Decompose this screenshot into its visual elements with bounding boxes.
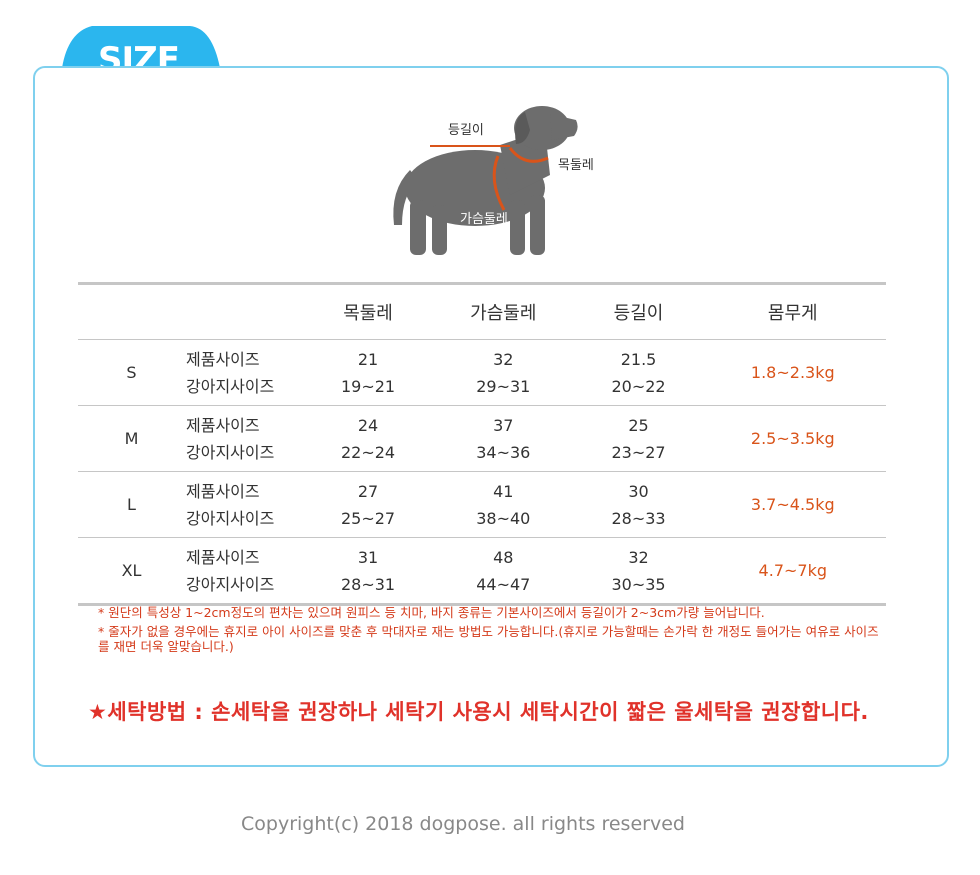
header-size bbox=[78, 282, 185, 340]
chest-dog-value: 44~47 bbox=[476, 574, 531, 594]
header-chest: 가슴둘레 bbox=[429, 282, 578, 340]
note-fabric: * 원단의 특성상 1~2cm정도의 편차는 있으며 원피스 등 치마, 바지 … bbox=[98, 605, 765, 620]
chest-cell: 41 38~40 bbox=[429, 471, 578, 538]
chest-dog-value: 29~31 bbox=[476, 376, 531, 396]
neck-dog-value: 22~24 bbox=[340, 442, 396, 462]
product-size-label: 제품사이즈 bbox=[186, 547, 260, 567]
product-size-label: 제품사이즈 bbox=[186, 415, 260, 435]
dog-silhouette-icon bbox=[393, 106, 578, 255]
neck-product-value: 31 bbox=[357, 547, 379, 567]
neck-cell: 24 22~24 bbox=[307, 405, 430, 472]
size-tab: SIZE bbox=[62, 18, 222, 80]
dog-size-label: 강아지사이즈 bbox=[186, 508, 275, 528]
neck-cell: 31 28~31 bbox=[307, 537, 430, 606]
back-product-value: 30 bbox=[628, 481, 649, 501]
back-product-value: 25 bbox=[628, 415, 649, 435]
weight-cell: 4.7~7kg bbox=[699, 537, 886, 606]
size-label: L bbox=[78, 471, 185, 538]
neck-dog-value: 25~27 bbox=[340, 508, 396, 528]
dog-size-label: 강아지사이즈 bbox=[186, 376, 275, 396]
product-size-label: 제품사이즈 bbox=[186, 481, 260, 501]
weight-cell: 2.5~3.5kg bbox=[699, 405, 886, 472]
dog-size-label: 강아지사이즈 bbox=[186, 442, 275, 462]
neck-dog-value: 19~21 bbox=[340, 376, 396, 396]
chest-dog-value: 34~36 bbox=[476, 442, 531, 462]
back-cell: 25 23~27 bbox=[577, 405, 700, 472]
header-weight: 몸무게 bbox=[699, 282, 886, 340]
header-kind bbox=[185, 282, 307, 340]
label-neck: 목둘레 bbox=[558, 158, 594, 173]
neck-product-value: 21 bbox=[357, 349, 379, 369]
dog-size-label: 강아지사이즈 bbox=[186, 574, 275, 594]
dog-diagram: 등길이 목둘레 가슴둘레 bbox=[380, 100, 610, 265]
table-row: S 제품사이즈 강아지사이즈 21 19~21 32 29~31 21.5 20~22 … bbox=[78, 339, 886, 406]
chest-product-value: 32 bbox=[493, 349, 514, 369]
back-cell: 32 30~35 bbox=[577, 537, 700, 606]
chest-cell: 37 34~36 bbox=[429, 405, 578, 472]
neck-product-value: 24 bbox=[357, 415, 379, 435]
neck-dog-value: 28~31 bbox=[340, 574, 396, 594]
note-measure: * 줄자가 없을 경우에는 휴지로 아이 사이즈를 맞춘 후 막대자로 재는 방… bbox=[98, 624, 879, 654]
neck-product-value: 27 bbox=[357, 481, 379, 501]
table-header-row: 목둘레 가슴둘레 등길이 몸무게 bbox=[78, 282, 886, 340]
washing-instructions: ★세탁방법 : 손세탁을 권장하나 세탁기 사용시 세탁시간이 짧은 울세탁을 … bbox=[88, 700, 869, 724]
copyright-footer: Copyright(c) 2018 dogpose. all rights re… bbox=[0, 813, 980, 835]
back-dog-value: 30~35 bbox=[611, 574, 666, 594]
chest-product-value: 37 bbox=[493, 415, 514, 435]
neck-cell: 21 19~21 bbox=[307, 339, 430, 406]
copyright-text: Copyright(c) 2018 dogpose. all rights re… bbox=[241, 813, 685, 835]
label-back-length: 등길이 bbox=[448, 123, 484, 138]
notes: * 원단의 특성상 1~2cm정도의 편차는 있으며 원피스 등 치마, 바지 … bbox=[98, 605, 888, 658]
chest-dog-value: 38~40 bbox=[476, 508, 531, 528]
weight-cell: 3.7~4.5kg bbox=[699, 471, 886, 538]
size-label: S bbox=[78, 339, 185, 406]
back-dog-value: 28~33 bbox=[611, 508, 666, 528]
chest-cell: 48 44~47 bbox=[429, 537, 578, 606]
chest-cell: 32 29~31 bbox=[429, 339, 578, 406]
product-size-label: 제품사이즈 bbox=[186, 349, 260, 369]
back-cell: 21.5 20~22 bbox=[577, 339, 700, 406]
label-chest: 가슴둘레 bbox=[460, 212, 508, 227]
size-label: XL bbox=[78, 537, 185, 606]
chest-product-value: 41 bbox=[493, 481, 514, 501]
back-dog-value: 23~27 bbox=[611, 442, 666, 462]
back-product-value: 21.5 bbox=[620, 349, 657, 369]
chest-product-value: 48 bbox=[493, 547, 514, 567]
size-table: 목둘레 가슴둘레 등길이 몸무게 S 제품사이즈 강아지사이즈 21 19~21 3… bbox=[78, 282, 886, 606]
weight-cell: 1.8~2.3kg bbox=[699, 339, 886, 406]
header-back: 등길이 bbox=[577, 282, 700, 340]
size-tab-shape bbox=[62, 26, 220, 68]
header-neck: 목둘레 bbox=[307, 282, 430, 340]
size-label: M bbox=[78, 405, 185, 472]
neck-cell: 27 25~27 bbox=[307, 471, 430, 538]
back-cell: 30 28~33 bbox=[577, 471, 700, 538]
back-dog-value: 20~22 bbox=[611, 376, 666, 396]
back-product-value: 32 bbox=[628, 547, 649, 567]
